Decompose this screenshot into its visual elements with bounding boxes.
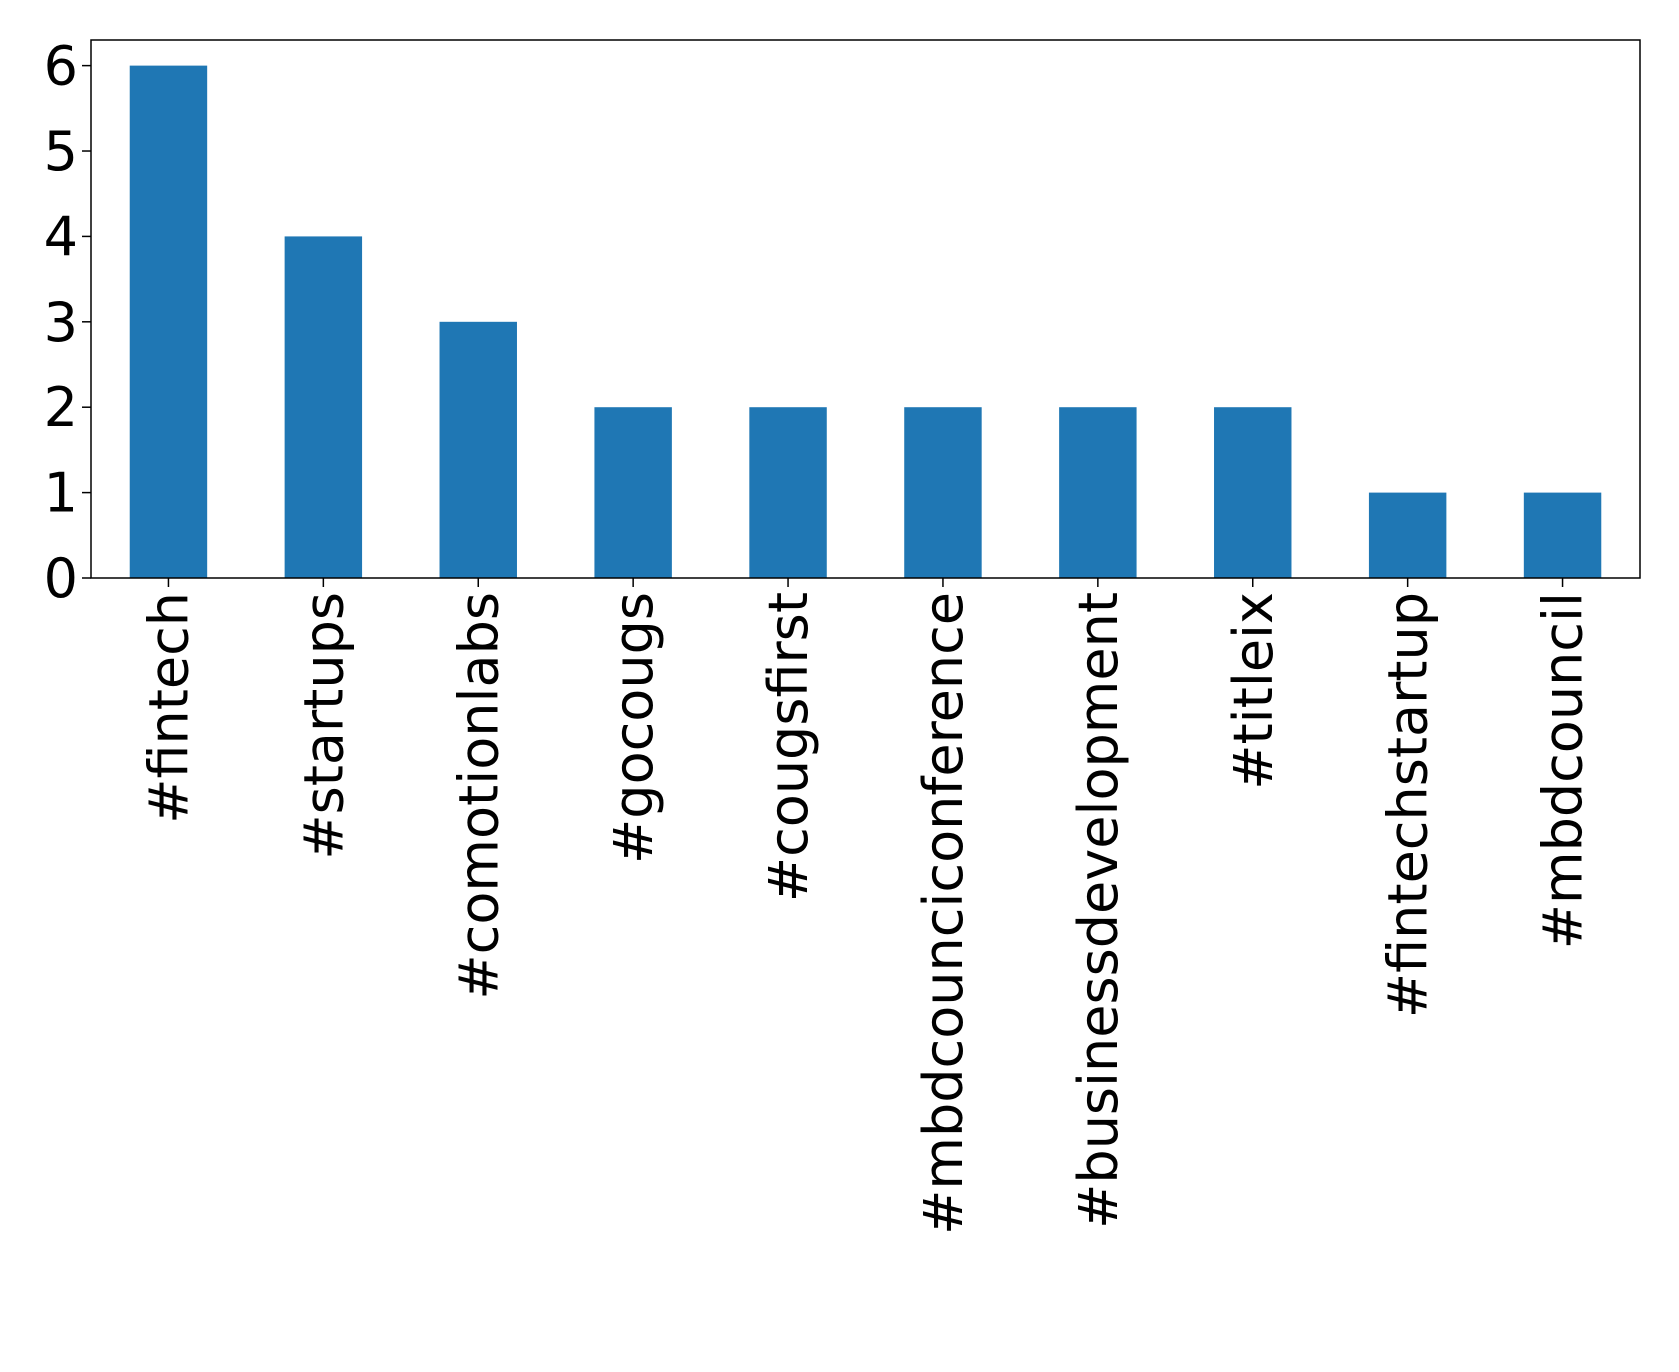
x-tick-label: #businessdevelopment xyxy=(1067,592,1130,1229)
bar xyxy=(439,321,517,578)
x-tick-label: #startups xyxy=(292,592,355,860)
bar xyxy=(1368,492,1447,578)
bar xyxy=(749,407,827,578)
x-tick-label: #gocougs xyxy=(602,592,665,864)
bar xyxy=(594,407,672,578)
x-tick-label: #titleix xyxy=(1222,592,1285,790)
bar xyxy=(129,65,208,579)
x-tick-label: #fintech xyxy=(137,592,200,824)
bar xyxy=(1214,407,1292,578)
y-tick-label: 5 xyxy=(44,120,78,183)
y-tick-label: 6 xyxy=(44,35,78,98)
bar xyxy=(1523,492,1602,578)
x-tick-label: #mbdcouncil xyxy=(1532,592,1595,949)
y-tick-label: 3 xyxy=(44,291,78,354)
bar xyxy=(284,236,363,578)
x-tick-label: #cougsfirst xyxy=(757,592,820,902)
x-tick-label: #comotionlabs xyxy=(447,592,510,1000)
x-tick-label: #fintechstartup xyxy=(1377,592,1440,1018)
y-tick-label: 2 xyxy=(44,376,78,439)
y-tick-label: 4 xyxy=(44,205,78,268)
bar xyxy=(1059,407,1137,578)
bar xyxy=(904,407,982,578)
plot-frame xyxy=(90,39,1641,579)
y-tick-label: 0 xyxy=(44,547,78,610)
x-tick-label: #mbdcounciconference xyxy=(912,592,975,1235)
y-tick-label: 1 xyxy=(44,462,78,525)
